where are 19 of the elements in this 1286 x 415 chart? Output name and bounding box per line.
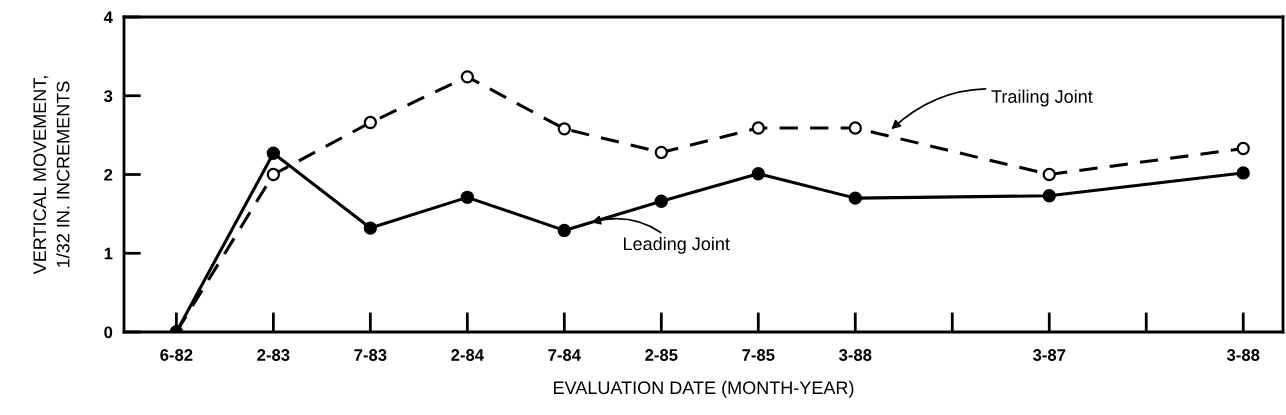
x-tick-label: 6-82	[160, 349, 193, 361]
x-tick-label: 2-85	[645, 349, 678, 361]
y-tick-label: 1	[104, 247, 113, 260]
x-tick-label: 7-85	[742, 349, 775, 361]
x-tick-label: 3-88	[838, 349, 872, 361]
legend-label: Leading Joint	[624, 236, 730, 254]
x-tick-label: 2-84	[451, 349, 484, 361]
x-axis-title: EVALUATION DATE (MONTH-YEAR)	[554, 380, 854, 398]
y-tick-label: 4	[103, 11, 113, 24]
x-tick-label: 7-83	[354, 349, 387, 361]
x-tick-label: 2-83	[257, 349, 290, 361]
x-tick-label: 3-87	[1032, 349, 1066, 361]
y-tick-label: 3	[104, 90, 113, 102]
y-tick-label: 2	[104, 168, 113, 181]
y-axis-title: VERTICAL MOVEMENT, 1/32 IN. INCREMENTS	[33, 76, 70, 275]
x-tick-label: 7-84	[548, 349, 581, 361]
x-tick-label: 3-88	[1226, 349, 1260, 361]
y-tick-label: 0	[104, 326, 113, 339]
text: Trailing Joint	[991, 89, 1093, 107]
